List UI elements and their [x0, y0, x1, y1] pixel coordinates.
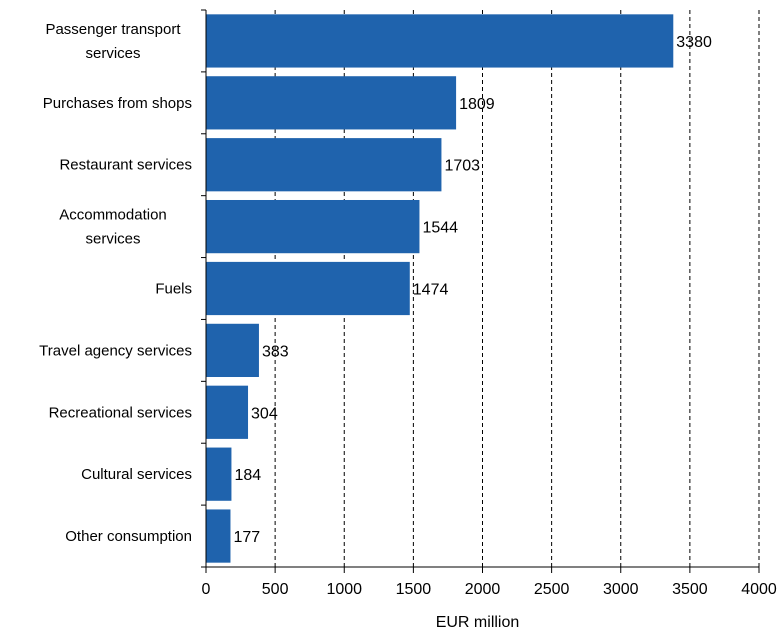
data-label-6: 304 [251, 405, 278, 422]
bars [206, 14, 674, 563]
bar-1 [206, 76, 457, 130]
category-label-0-line-0: Passenger transport [45, 21, 181, 38]
category-label-3-line-0: Accommodation [59, 207, 167, 224]
bar-4 [206, 261, 410, 316]
bar-3 [206, 199, 420, 254]
x-ticks: 0 500 1000 1500 2000 2500 3000 3500 4000 [202, 567, 777, 598]
x-tick-label-2500: 2500 [534, 581, 570, 598]
data-label-1: 1809 [459, 96, 495, 113]
x-tick-label-4000: 4000 [741, 581, 777, 598]
category-label-0-line-1: services [85, 45, 140, 62]
data-label-3: 1544 [422, 220, 458, 237]
category-label-6-line-0: Recreational services [49, 404, 192, 421]
x-tick-label-3500: 3500 [672, 581, 708, 598]
bar-2 [206, 138, 442, 192]
category-label-3-line-1: services [85, 231, 140, 248]
category-label-7-line-0: Cultural services [81, 466, 192, 483]
category-label-2-line-0: Restaurant services [59, 157, 192, 174]
category-label-5-line-0: Travel agency services [39, 342, 192, 359]
data-label-2: 1703 [444, 158, 480, 175]
category-label-4-line-0: Fuels [155, 281, 192, 298]
category-label-1-line-0: Purchases from shops [43, 95, 192, 112]
category-label-8-line-0: Other consumption [65, 528, 192, 545]
x-tick-label-0: 0 [202, 581, 211, 598]
bar-5 [206, 323, 259, 378]
x-tick-label-2000: 2000 [465, 581, 501, 598]
data-label-7: 184 [234, 467, 261, 484]
bar-6 [206, 385, 249, 439]
data-label-4: 1474 [413, 282, 449, 299]
bar-8 [206, 509, 231, 563]
data-label-8: 177 [233, 529, 260, 546]
x-tick-label-500: 500 [262, 581, 289, 598]
data-labels: 3380 1809 1703 1544 1474 383 304 184 177 [233, 34, 712, 546]
data-label-0: 3380 [676, 34, 712, 51]
x-tick-label-1500: 1500 [396, 581, 432, 598]
data-label-5: 383 [262, 343, 289, 360]
bar-7 [206, 447, 232, 501]
bar-0 [206, 14, 674, 68]
x-axis-title: EUR million [436, 614, 520, 631]
category-labels: Passenger transport services Purchases fro… [39, 21, 192, 545]
x-tick-label-1000: 1000 [326, 581, 362, 598]
x-tick-label-3000: 3000 [603, 581, 639, 598]
